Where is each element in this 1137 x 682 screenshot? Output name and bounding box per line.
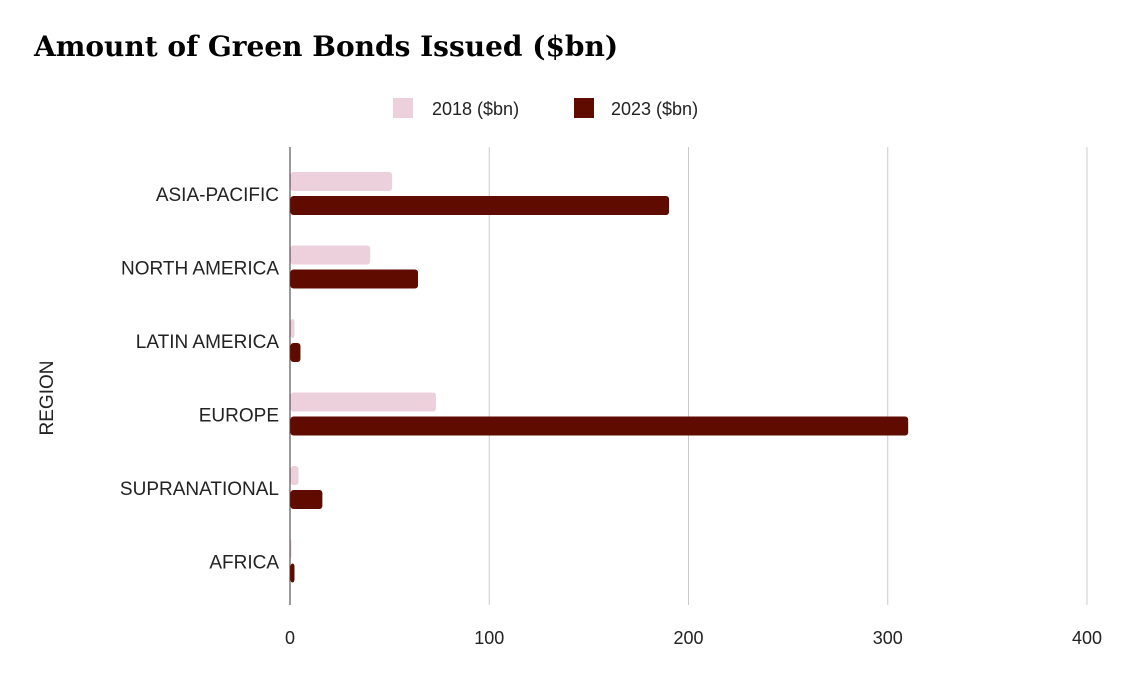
x-tick-label: 0 <box>285 628 295 648</box>
bar-2023 <box>291 343 301 362</box>
y-axis-label: REGION <box>37 361 58 436</box>
bar-2018 <box>291 393 436 412</box>
bar-2018 <box>291 246 371 265</box>
x-tick-label: 300 <box>873 628 903 648</box>
bar-2023 <box>291 270 419 289</box>
gridlines <box>489 147 1087 605</box>
x-tick-label: 400 <box>1072 628 1102 648</box>
legend: 2018 ($bn) 2023 ($bn) <box>393 98 698 119</box>
category-label: ASIA-PACIFIC <box>156 185 279 206</box>
category-label: SUPRANATIONAL <box>120 479 279 500</box>
bar-2023 <box>291 417 909 436</box>
legend-label: 2018 ($bn) <box>432 99 519 119</box>
bar-2023 <box>291 196 670 215</box>
category-label: AFRICA <box>209 553 279 574</box>
bar-2018 <box>291 172 393 191</box>
x-tick-label: 100 <box>474 628 504 648</box>
category-labels: ASIA-PACIFIC NORTH AMERICA LATIN AMERICA EU… <box>120 185 279 574</box>
category-label: EUROPE <box>199 406 279 427</box>
category-label: LATIN AMERICA <box>136 332 280 353</box>
legend-swatch <box>393 98 413 118</box>
bar-2023 <box>291 490 323 509</box>
bar-2018 <box>291 319 295 338</box>
x-tick-label: 200 <box>673 628 703 648</box>
bar-2018 <box>291 540 292 559</box>
legend-swatch <box>574 98 594 118</box>
legend-label: 2023 ($bn) <box>611 99 698 119</box>
bar-2023 <box>291 564 295 583</box>
bars <box>291 172 909 583</box>
x-tick-labels: 0 100 200 300 400 <box>285 628 1102 648</box>
category-label: NORTH AMERICA <box>121 259 279 280</box>
bar-2018 <box>291 466 299 485</box>
